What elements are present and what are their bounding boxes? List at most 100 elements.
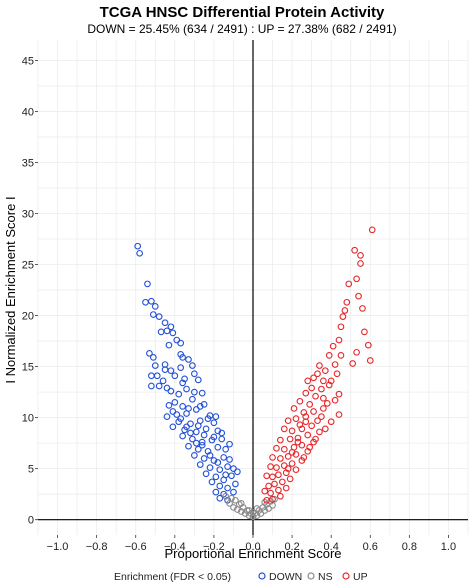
point-ns — [228, 494, 235, 502]
point-down — [163, 327, 171, 335]
point-down — [163, 384, 171, 392]
point-down — [200, 401, 208, 408]
point-up — [294, 434, 302, 442]
point-down — [206, 452, 214, 459]
y-tick-label: 0 — [28, 515, 34, 527]
point-up — [318, 385, 325, 393]
point-up — [288, 448, 296, 456]
point-down — [149, 354, 157, 361]
chart-title: TCGA HNSC Differential Protein Activity — [100, 4, 385, 21]
point-up — [267, 463, 274, 470]
point-down — [220, 490, 228, 498]
point-down — [179, 354, 186, 361]
point-down — [136, 249, 143, 257]
point-down — [171, 398, 179, 406]
point-up — [357, 252, 364, 259]
point-up — [284, 417, 292, 425]
point-down — [187, 429, 194, 437]
point-down — [198, 389, 206, 397]
legend-items: DOWN NS UP — [258, 571, 368, 583]
point-up — [325, 381, 333, 389]
point-up — [306, 443, 314, 451]
x-tick-label: −0.6 — [125, 541, 147, 553]
point-down — [134, 242, 142, 250]
point-down — [177, 339, 185, 347]
point-down — [179, 403, 186, 410]
point-up — [282, 484, 290, 492]
point-up — [361, 328, 368, 336]
point-down — [224, 463, 231, 470]
y-tick-label: 20 — [22, 311, 34, 323]
legend-symbol-up — [342, 572, 350, 580]
point-up — [292, 415, 300, 422]
point-down — [169, 329, 177, 337]
point-ns — [249, 509, 257, 516]
point-up — [314, 417, 321, 425]
point-down — [216, 466, 224, 474]
point-down — [144, 280, 151, 288]
point-down — [214, 459, 222, 466]
point-down — [198, 441, 206, 449]
point-up — [294, 438, 302, 446]
point-down — [206, 464, 214, 471]
point-ns — [245, 507, 253, 514]
point-up — [269, 454, 276, 461]
legend-symbol-ns — [307, 572, 315, 580]
y-tick-label: 45 — [22, 55, 34, 67]
point-down — [148, 382, 155, 390]
point-up — [321, 425, 329, 433]
point-up — [271, 480, 278, 488]
point-up — [357, 260, 364, 267]
point-ns — [271, 495, 278, 503]
point-up — [282, 469, 290, 477]
point-down — [214, 443, 222, 451]
point-up — [353, 275, 360, 283]
y-axis-ticks: 0 5 10 15 20 25 30 35 40 45 — [22, 55, 38, 527]
point-up — [300, 409, 308, 416]
point-up — [339, 313, 347, 320]
x-tick-label: 0.4 — [324, 541, 339, 553]
y-tick-label: 10 — [22, 413, 34, 425]
point-up — [277, 455, 284, 462]
point-down — [169, 423, 177, 431]
point-down — [146, 349, 153, 357]
point-down — [179, 379, 186, 387]
point-up — [277, 492, 284, 500]
point-down — [234, 468, 241, 476]
point-ns — [222, 492, 229, 500]
point-up — [337, 323, 345, 331]
x-tick-label: 0.6 — [363, 541, 378, 553]
point-up — [320, 377, 327, 385]
point-up — [286, 435, 294, 443]
point-down — [161, 319, 169, 327]
point-down — [216, 482, 224, 490]
point-down — [218, 429, 226, 437]
point-down — [226, 456, 233, 463]
point-ns — [230, 504, 237, 511]
point-ns — [261, 498, 269, 506]
point-up — [359, 305, 366, 312]
y-tick-label: 30 — [22, 209, 34, 221]
point-down — [155, 382, 163, 390]
point-up — [290, 405, 298, 412]
point-up — [331, 396, 339, 404]
point-up — [300, 454, 308, 461]
point-down — [224, 484, 231, 492]
point-down — [216, 494, 224, 502]
point-up — [288, 460, 296, 467]
point-down — [165, 341, 173, 349]
point-down — [202, 425, 210, 433]
point-up — [278, 478, 286, 486]
point-down — [194, 376, 202, 384]
point-up — [349, 360, 357, 367]
point-up — [329, 342, 337, 350]
point-up — [320, 394, 327, 402]
point-up — [325, 352, 333, 359]
point-up — [304, 431, 312, 439]
y-axis-label: I Normalized Enrichment Score I — [3, 196, 18, 383]
point-down — [220, 454, 228, 461]
point-down — [181, 375, 188, 383]
point-down — [232, 480, 239, 488]
point-down — [177, 415, 185, 422]
point-down — [200, 431, 208, 439]
